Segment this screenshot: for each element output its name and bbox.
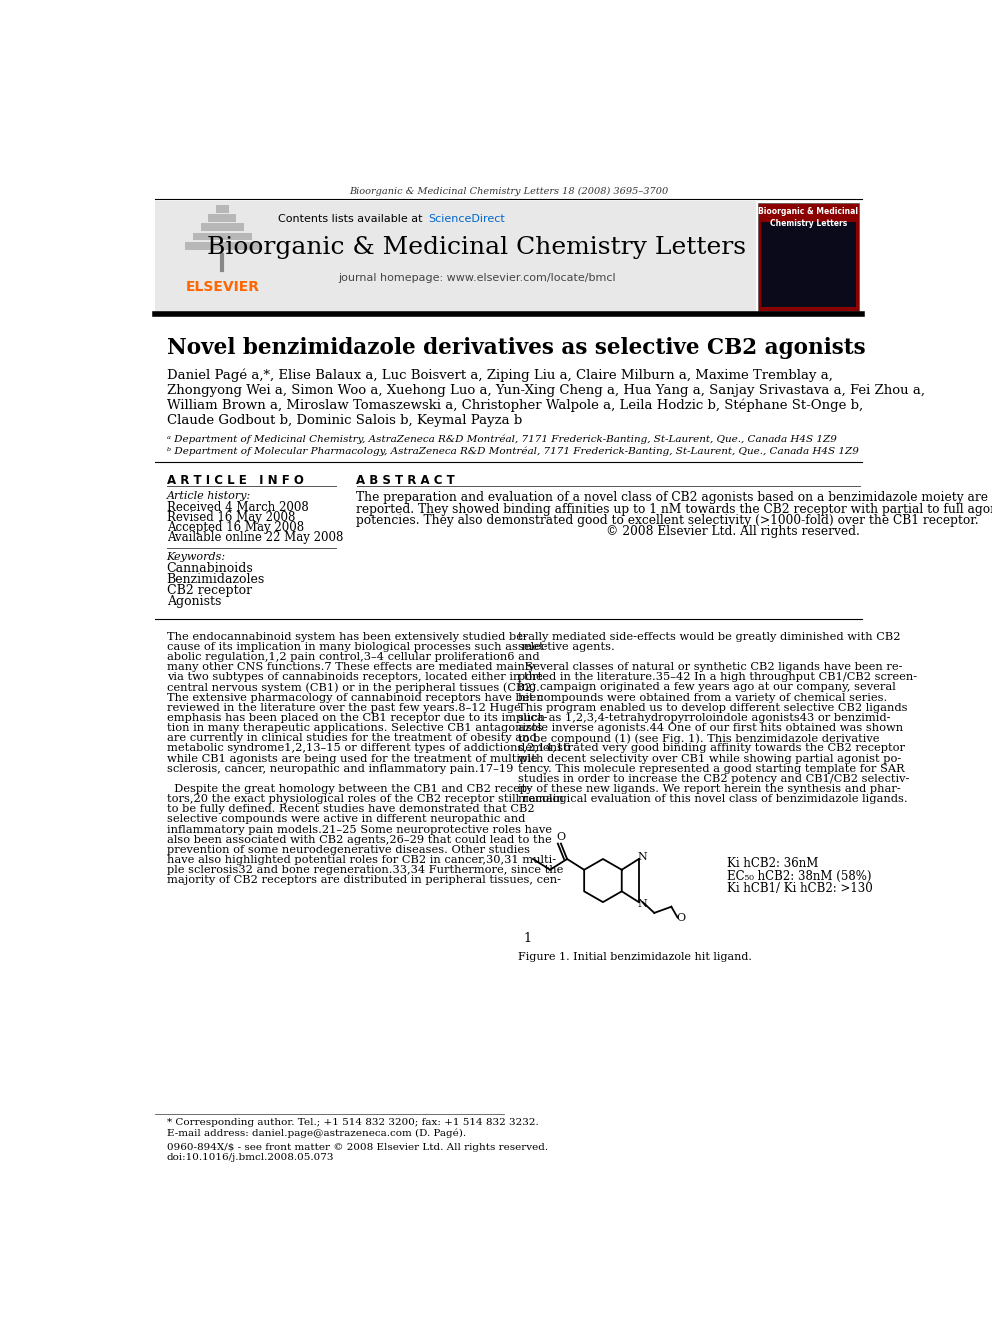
Text: to be compound (1) (see Fig. 1). This benzimidazole derivative: to be compound (1) (see Fig. 1). This be…	[518, 733, 879, 744]
Text: demonstrated very good binding affinity towards the CB2 receptor: demonstrated very good binding affinity …	[518, 744, 905, 753]
Text: via two subtypes of cannabinoids receptors, located either in the: via two subtypes of cannabinoids recepto…	[167, 672, 543, 683]
Text: A B S T R A C T: A B S T R A C T	[356, 475, 455, 487]
Text: metabolic syndrome1,2,13–15 or different types of addictions,2,14,16: metabolic syndrome1,2,13–15 or different…	[167, 744, 570, 753]
Text: cause of its implication in many biological processes such as met-: cause of its implication in many biologi…	[167, 642, 548, 652]
Bar	[216, 205, 228, 213]
Text: * Corresponding author. Tel.; +1 514 832 3200; fax: +1 514 832 3232.: * Corresponding author. Tel.; +1 514 832…	[167, 1118, 539, 1127]
Text: sclerosis, cancer, neuropathic and inflammatory pain.17–19: sclerosis, cancer, neuropathic and infla…	[167, 763, 513, 774]
Text: Cannabinoids: Cannabinoids	[167, 562, 253, 576]
Text: ity of these new ligands. We report herein the synthesis and phar-: ity of these new ligands. We report here…	[518, 785, 901, 794]
Text: Benzimidazoles: Benzimidazoles	[167, 573, 265, 586]
Text: ing campaign originated a few years ago at our company, several: ing campaign originated a few years ago …	[518, 683, 896, 692]
Text: ᵇ Department of Molecular Pharmacology, AstraZeneca R&D Montréal, 7171 Frederick: ᵇ Department of Molecular Pharmacology, …	[167, 447, 858, 456]
Text: O: O	[557, 832, 565, 843]
Text: tion in many therapeutic applications. Selective CB1 antagonists: tion in many therapeutic applications. S…	[167, 722, 542, 733]
Text: Bioorganic & Medicinal Chemistry Letters: Bioorganic & Medicinal Chemistry Letters	[207, 235, 746, 259]
Bar	[157, 202, 285, 311]
Text: abolic regulation,1,2 pain control,3–4 cellular proliferation6 and: abolic regulation,1,2 pain control,3–4 c…	[167, 652, 540, 662]
Text: N: N	[637, 852, 647, 863]
Text: Claude Godbout b, Dominic Salois b, Keymal Payza b: Claude Godbout b, Dominic Salois b, Keym…	[167, 414, 522, 427]
Text: ScienceDirect: ScienceDirect	[428, 214, 505, 224]
Text: A R T I C L E   I N F O: A R T I C L E I N F O	[167, 475, 304, 487]
Text: majority of CB2 receptors are distributed in peripheral tissues, cen-: majority of CB2 receptors are distribute…	[167, 876, 560, 885]
Text: selective compounds were active in different neuropathic and: selective compounds were active in diffe…	[167, 815, 525, 824]
Text: The preparation and evaluation of a novel class of CB2 agonists based on a benzi: The preparation and evaluation of a nove…	[356, 491, 988, 504]
Text: Despite the great homology between the CB1 and CB2 recep-: Despite the great homology between the C…	[167, 785, 531, 794]
Text: doi:10.1016/j.bmcl.2008.05.073: doi:10.1016/j.bmcl.2008.05.073	[167, 1152, 334, 1162]
Text: hit compounds were obtained from a variety of chemical series.: hit compounds were obtained from a varie…	[518, 692, 887, 703]
Text: The extensive pharmacology of cannabinoid receptors have been: The extensive pharmacology of cannabinoi…	[167, 692, 544, 703]
Text: ple sclerosis32 and bone regeneration.33,34 Furthermore, since the: ple sclerosis32 and bone regeneration.33…	[167, 865, 563, 876]
Text: prevention of some neurodegenerative diseases. Other studies: prevention of some neurodegenerative dis…	[167, 845, 530, 855]
Bar	[758, 202, 859, 311]
Text: emphasis has been placed on the CB1 receptor due to its implica-: emphasis has been placed on the CB1 rece…	[167, 713, 548, 722]
Bar	[193, 233, 252, 241]
Text: 0960-894X/$ - see front matter © 2008 Elsevier Ltd. All rights reserved.: 0960-894X/$ - see front matter © 2008 El…	[167, 1143, 548, 1152]
Text: Accepted 16 May 2008: Accepted 16 May 2008	[167, 521, 304, 534]
Text: many other CNS functions.7 These effects are mediated mainly: many other CNS functions.7 These effects…	[167, 662, 535, 672]
Text: Daniel Pagé a,*, Elise Balaux a, Luc Boisvert a, Ziping Liu a, Claire Milburn a,: Daniel Pagé a,*, Elise Balaux a, Luc Boi…	[167, 368, 832, 382]
Text: studies in order to increase the CB2 potency and CB1/CB2 selectiv-: studies in order to increase the CB2 pot…	[518, 774, 909, 783]
Text: O: O	[677, 913, 685, 922]
Text: reported. They showed binding affinities up to 1 nM towards the CB2 receptor wit: reported. They showed binding affinities…	[356, 503, 992, 516]
Text: CB2 receptor: CB2 receptor	[167, 583, 252, 597]
Bar	[200, 224, 244, 232]
Text: ᵃ Department of Medicinal Chemistry, AstraZeneca R&D Montréal, 7171 Frederick-Ba: ᵃ Department of Medicinal Chemistry, Ast…	[167, 434, 836, 445]
Text: with decent selectivity over CB1 while showing partial agonist po-: with decent selectivity over CB1 while s…	[518, 754, 901, 763]
Text: Received 4 March 2008: Received 4 March 2008	[167, 501, 309, 515]
Text: ported in the literature.35–42 In a high throughput CB1/CB2 screen-: ported in the literature.35–42 In a high…	[518, 672, 917, 683]
Text: Ki hCB2: 36nM: Ki hCB2: 36nM	[727, 857, 818, 871]
Text: Contents lists available at: Contents lists available at	[278, 214, 427, 224]
Text: Agonists: Agonists	[167, 594, 221, 607]
Text: trally mediated side-effects would be greatly diminished with CB2: trally mediated side-effects would be gr…	[518, 631, 900, 642]
Text: macological evaluation of this novel class of benzimidazole ligands.: macological evaluation of this novel cla…	[518, 794, 908, 804]
Bar	[761, 222, 855, 307]
Text: to be fully defined. Recent studies have demonstrated that CB2: to be fully defined. Recent studies have…	[167, 804, 535, 815]
Text: potencies. They also demonstrated good to excellent selectivity (>1000-fold) ove: potencies. They also demonstrated good t…	[356, 513, 979, 527]
Text: Bioorganic & Medicinal Chemistry Letters 18 (2008) 3695–3700: Bioorganic & Medicinal Chemistry Letters…	[349, 187, 668, 196]
Text: Keywords:: Keywords:	[167, 552, 226, 562]
Text: are currently in clinical studies for the treatment of obesity and: are currently in clinical studies for th…	[167, 733, 537, 744]
Text: Ki hCB1/ Ki hCB2: >130: Ki hCB1/ Ki hCB2: >130	[727, 882, 873, 896]
Text: Revised 16 May 2008: Revised 16 May 2008	[167, 512, 295, 524]
Text: inflammatory pain models.21–25 Some neuroprotective roles have: inflammatory pain models.21–25 Some neur…	[167, 824, 552, 835]
Bar	[186, 242, 260, 250]
Text: Article history:: Article history:	[167, 491, 251, 501]
Text: © 2008 Elsevier Ltd. All rights reserved.: © 2008 Elsevier Ltd. All rights reserved…	[606, 525, 860, 538]
Text: E-mail address: daniel.page@astrazeneca.com (D. Pagé).: E-mail address: daniel.page@astrazeneca.…	[167, 1129, 466, 1139]
Text: William Brown a, Miroslaw Tomaszewski a, Christopher Walpole a, Leila Hodzic b, : William Brown a, Miroslaw Tomaszewski a,…	[167, 400, 863, 413]
Bar	[155, 201, 756, 312]
Text: journal homepage: www.elsevier.com/locate/bmcl: journal homepage: www.elsevier.com/locat…	[338, 273, 615, 283]
Text: Bioorganic & Medicinal
Chemistry Letters: Bioorganic & Medicinal Chemistry Letters	[758, 208, 858, 228]
Text: ELSEVIER: ELSEVIER	[186, 280, 260, 295]
Text: selective agents.: selective agents.	[518, 642, 614, 652]
Text: Figure 1. Initial benzimidazole hit ligand.: Figure 1. Initial benzimidazole hit liga…	[518, 953, 752, 962]
Text: The endocannabinoid system has been extensively studied be-: The endocannabinoid system has been exte…	[167, 631, 527, 642]
Text: This program enabled us to develop different selective CB2 ligands: This program enabled us to develop diffe…	[518, 703, 908, 713]
Bar	[208, 214, 236, 222]
Text: azole inverse agonists.44 One of our first hits obtained was shown: azole inverse agonists.44 One of our fir…	[518, 722, 903, 733]
Text: tors,20 the exact physiological roles of the CB2 receptor still remain: tors,20 the exact physiological roles of…	[167, 794, 563, 804]
Text: also been associated with CB2 agents,26–29 that could lead to the: also been associated with CB2 agents,26–…	[167, 835, 552, 845]
Text: reviewed in the literature over the past few years.8–12 Huge: reviewed in the literature over the past…	[167, 703, 521, 713]
Text: EC₅₀ hCB2: 38nM (58%): EC₅₀ hCB2: 38nM (58%)	[727, 869, 871, 882]
Text: Novel benzimidazole derivatives as selective CB2 agonists: Novel benzimidazole derivatives as selec…	[167, 337, 865, 360]
Text: N: N	[637, 898, 647, 909]
Text: tency. This molecule represented a good starting template for SAR: tency. This molecule represented a good …	[518, 763, 905, 774]
Text: 1: 1	[524, 933, 532, 945]
Text: Zhongyong Wei a, Simon Woo a, Xuehong Luo a, Yun-Xing Cheng a, Hua Yang a, Sanja: Zhongyong Wei a, Simon Woo a, Xuehong Lu…	[167, 384, 925, 397]
Text: have also highlighted potential roles for CB2 in cancer,30,31 multi-: have also highlighted potential roles fo…	[167, 855, 556, 865]
Text: Several classes of natural or synthetic CB2 ligands have been re-: Several classes of natural or synthetic …	[518, 662, 902, 672]
Text: such as 1,2,3,4-tetrahydropyrroloindole agonists43 or benzimid-: such as 1,2,3,4-tetrahydropyrroloindole …	[518, 713, 890, 722]
Text: central nervous system (CB1) or in the peripheral tissues (CB2).: central nervous system (CB1) or in the p…	[167, 683, 540, 693]
Text: while CB1 agonists are being used for the treatment of multiple: while CB1 agonists are being used for th…	[167, 754, 537, 763]
Text: Available online 22 May 2008: Available online 22 May 2008	[167, 532, 343, 545]
